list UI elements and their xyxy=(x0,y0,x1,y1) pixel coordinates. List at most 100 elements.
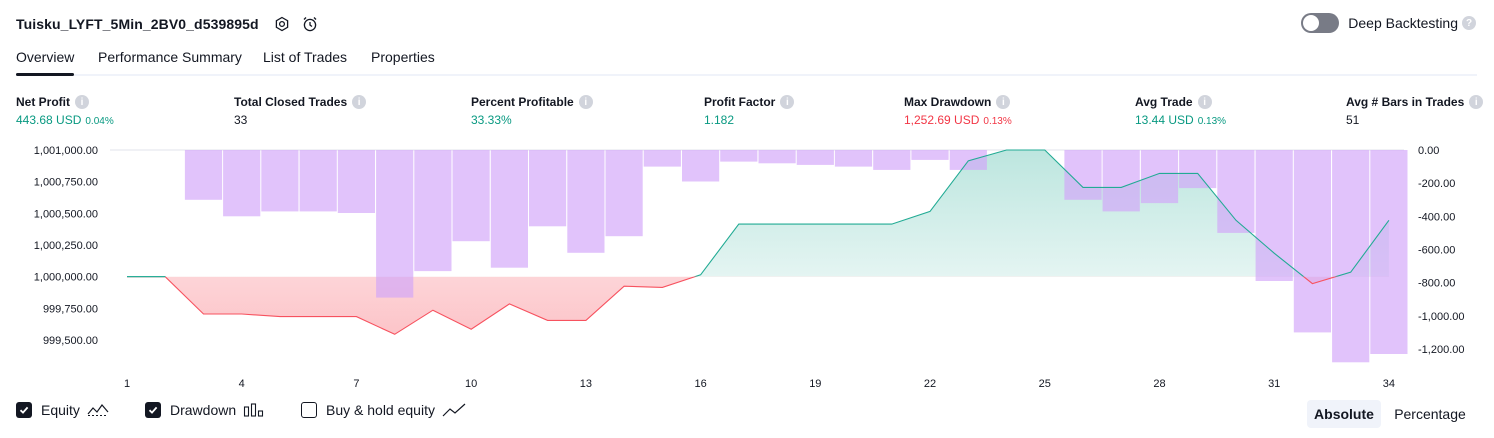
drawdown-bar xyxy=(796,150,834,165)
drawdown-bar xyxy=(605,150,643,237)
legend-buy-hold-equity[interactable]: Buy & hold equity xyxy=(301,402,466,418)
drawdown-bar xyxy=(1370,150,1408,354)
legend-drawdown-label: Drawdown xyxy=(170,402,237,418)
drawdown-bar xyxy=(949,150,987,170)
metric-value: 1,252.69 USD xyxy=(904,113,980,127)
buy-hold-checkbox[interactable] xyxy=(301,402,317,418)
drawdown-bar xyxy=(490,150,528,268)
metric-max-drawdown: Max Drawdown i 1,252.69 USD 0.13% xyxy=(904,94,1012,127)
legend-equity[interactable]: Equity xyxy=(16,402,109,418)
deep-backtesting-label: Deep Backtesting xyxy=(1348,15,1458,31)
right-axis-tick-label: -1,000.00 xyxy=(1418,311,1464,323)
x-axis-tick-label: 22 xyxy=(924,378,936,390)
drawdown-bar xyxy=(682,150,720,182)
equity-line-down xyxy=(127,276,1338,335)
deep-backtesting-help-icon[interactable]: ? xyxy=(1462,16,1476,30)
metric-percent: 0.13% xyxy=(983,116,1012,127)
metric-label-text: Total Closed Trades xyxy=(234,95,348,109)
legend-equity-label: Equity xyxy=(41,402,80,418)
metric-value-row: 33 xyxy=(234,113,366,127)
metric-help-icon[interactable]: i xyxy=(352,95,367,109)
metric-label: Max Drawdown i xyxy=(904,94,1012,110)
metric-value: 33 xyxy=(234,113,248,127)
x-axis-tick-label: 34 xyxy=(1383,378,1395,390)
equity-checkbox[interactable] xyxy=(16,402,32,418)
drawdown-bar xyxy=(720,150,758,162)
alarm-clock-icon[interactable] xyxy=(301,15,319,33)
metric-label: Profit Factor i xyxy=(704,94,795,110)
metric-net-profit: Net Profit i 443.68 USD 0.04% xyxy=(16,94,114,127)
metric-value: 443.68 USD xyxy=(16,113,82,127)
metric-help-icon[interactable]: i xyxy=(996,95,1011,109)
metric-value-row: 1.182 xyxy=(704,113,794,127)
drawdown-bar xyxy=(1179,150,1217,189)
metric-value: 1.182 xyxy=(704,113,735,127)
equity-line-icon xyxy=(87,402,109,418)
equity-loss-area xyxy=(127,276,1389,335)
deep-backtesting-toggle[interactable] xyxy=(1301,13,1340,33)
metric-percent: 0.13% xyxy=(1197,116,1227,127)
metric-label-text: Net Profit xyxy=(16,95,70,109)
left-axis-tick-label: 1,000,750.00 xyxy=(34,177,98,189)
percentage-button[interactable]: Percentage xyxy=(1394,406,1466,422)
absolute-button[interactable]: Absolute xyxy=(1307,400,1381,428)
metric-value-row: 1,252.69 USD 0.13% xyxy=(904,113,1012,127)
right-axis-tick-label: -200.00 xyxy=(1418,178,1455,190)
tab-overview[interactable]: Overview xyxy=(16,48,75,76)
strategy-name: Tuisku_LYFT_5Min_2BV0_d539895d xyxy=(16,16,259,32)
drawdown-bar xyxy=(1332,150,1370,363)
x-axis-tick-label: 4 xyxy=(239,378,245,390)
metric-help-icon[interactable]: i xyxy=(1197,95,1212,109)
drawdown-bar xyxy=(567,150,605,253)
drawdown-checkbox[interactable] xyxy=(145,402,161,418)
metric-value-row: 13.44 USD 0.13% xyxy=(1135,113,1226,127)
right-axis-tick-label: -800.00 xyxy=(1418,278,1455,290)
drawdown-bar xyxy=(223,150,261,217)
metric-percent: 0.04% xyxy=(85,116,114,127)
left-axis-tick-label: 1,000,000.00 xyxy=(34,272,98,284)
metric-value: 51 xyxy=(1346,113,1360,127)
left-axis-tick-label: 999,500.00 xyxy=(43,335,98,347)
metric-label-text: Max Drawdown xyxy=(904,95,992,109)
metric-label-text: Profit Factor xyxy=(704,95,776,109)
metric-label: Percent Profitable i xyxy=(471,94,593,110)
metric-label-text: Avg # Bars in Trades xyxy=(1346,95,1465,109)
drawdown-bar xyxy=(1140,150,1179,204)
metric-label: Total Closed Trades i xyxy=(234,94,367,110)
settings-gear-icon[interactable] xyxy=(273,15,291,33)
x-axis-tick-label: 13 xyxy=(580,378,592,390)
drawdown-bar xyxy=(261,150,299,212)
right-axis-tick-label: -400.00 xyxy=(1418,211,1455,223)
metric-help-icon[interactable]: i xyxy=(1469,95,1484,109)
right-axis-tick-label: 0.00 xyxy=(1418,145,1439,157)
x-axis-tick-label: 7 xyxy=(353,378,359,390)
metric-label-text: Avg Trade xyxy=(1135,95,1193,109)
report-tabs: Overview Performance Summary List of Tra… xyxy=(16,48,1477,76)
left-axis-tick-label: 999,750.00 xyxy=(43,303,98,315)
drawdown-bar xyxy=(414,150,452,272)
drawdown-bar xyxy=(184,150,223,200)
tab-properties[interactable]: Properties xyxy=(371,49,435,65)
metric-avg-bars-in-trades: Avg # Bars in Trades i 51 xyxy=(1346,94,1484,127)
drawdown-bar xyxy=(529,150,567,227)
legend-drawdown[interactable]: Drawdown xyxy=(145,402,265,418)
metric-label-text: Percent Profitable xyxy=(471,95,574,109)
right-axis-tick-label: -1,200.00 xyxy=(1418,344,1464,356)
right-axis-tick-label: -600.00 xyxy=(1418,245,1455,257)
x-axis-tick-label: 10 xyxy=(465,378,477,390)
drawdown-bar xyxy=(1102,150,1140,212)
metric-help-icon[interactable]: i xyxy=(780,95,795,109)
metric-help-icon[interactable]: i xyxy=(75,95,89,109)
drawdown-bar xyxy=(911,150,949,160)
metric-help-icon[interactable]: i xyxy=(578,95,593,109)
metric-avg-trade: Avg Trade i 13.44 USD 0.13% xyxy=(1135,94,1226,127)
drawdown-bar xyxy=(337,150,375,213)
drawdown-bar xyxy=(758,150,796,164)
metric-value-row: 51 xyxy=(1346,113,1483,127)
buy-hold-line-icon xyxy=(442,402,466,418)
tab-list-of-trades[interactable]: List of Trades xyxy=(263,49,348,65)
drawdown-bar xyxy=(1255,150,1293,281)
left-axis-tick-label: 1,000,250.00 xyxy=(34,240,98,252)
tab-performance-summary[interactable]: Performance Summary xyxy=(98,49,242,65)
drawdown-bar xyxy=(299,150,337,212)
